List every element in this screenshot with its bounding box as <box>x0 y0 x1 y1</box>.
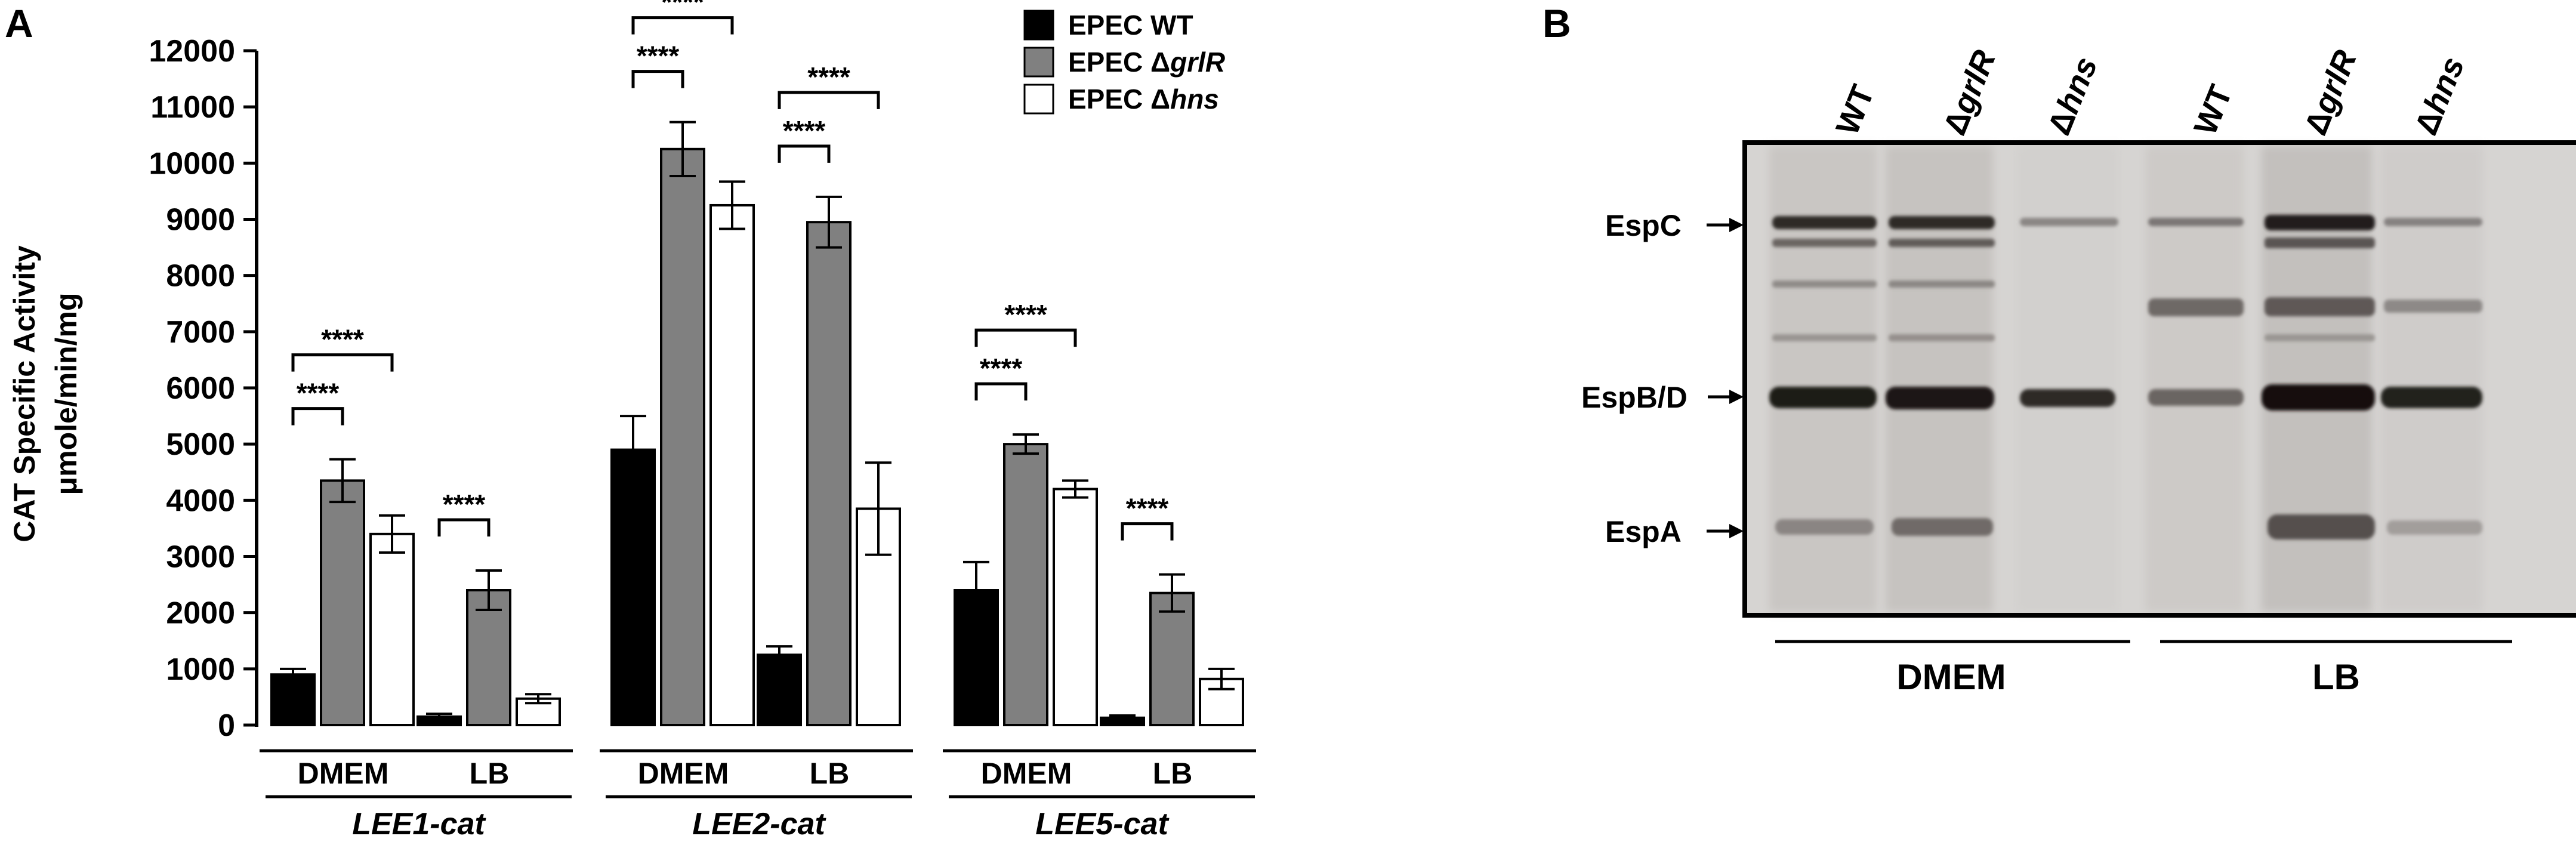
gel-frame <box>1742 140 2576 618</box>
marker-espc-arrow-icon <box>1729 218 1744 232</box>
marker-espbd-label: EspB/D <box>1581 381 1687 414</box>
bar <box>709 203 755 727</box>
legend: EPEC WT EPEC ΔgrlR EPEC Δhns <box>1023 10 1225 115</box>
gel-lane-label-4: WT <box>2187 80 2239 140</box>
gel-image <box>1745 143 2576 615</box>
significance-label: **** <box>443 489 486 520</box>
significance-bracket <box>1121 522 1174 541</box>
bar <box>806 221 852 727</box>
significance-label: **** <box>807 61 850 92</box>
group-label: LEE2-cat <box>692 807 826 841</box>
y-tick-label: 7000 <box>166 315 235 350</box>
significance-label: **** <box>980 353 1023 384</box>
marker-espa-arrow-icon <box>1729 524 1744 538</box>
bars-layer <box>270 121 1244 727</box>
bar <box>466 589 511 726</box>
significance-label: **** <box>1004 299 1047 330</box>
significance-bracket <box>291 407 344 425</box>
significance-label: **** <box>321 324 364 355</box>
significance-label: **** <box>1126 493 1169 524</box>
gel-markers: EspC EspB/D EspA <box>1581 209 1744 548</box>
condition-label: DMEM <box>298 757 389 790</box>
significance-bracket <box>778 144 831 163</box>
y-tick-label: 12000 <box>149 34 235 69</box>
legend-label-hns: EPEC Δhns <box>1068 84 1219 115</box>
y-tick-label: 1000 <box>166 652 235 687</box>
bar <box>610 448 656 726</box>
y-tick-label: 10000 <box>149 146 235 181</box>
gel-lane-label-5: ΔgrlR <box>2297 45 2364 140</box>
legend-swatch-grlr <box>1023 47 1054 78</box>
significance-bracket <box>631 16 734 35</box>
significance-bracket <box>974 382 1028 401</box>
legend-swatch-hns <box>1023 84 1054 115</box>
y-tick-label: 4000 <box>166 483 235 518</box>
significance-label: **** <box>783 115 826 146</box>
bar <box>660 147 705 726</box>
condition-label: DMEM <box>981 757 1072 790</box>
x-category-layer: DMEM LB LEE1-cat DMEM LB LEE2-cat DMEM LB LEE5-c… <box>260 749 1256 841</box>
gel-condition-label-lb: LB <box>2312 657 2360 697</box>
bar <box>1149 591 1195 726</box>
marker-espa-label: EspA <box>1605 515 1682 548</box>
y-tick-label: 5000 <box>166 427 235 462</box>
significance-label: **** <box>297 378 340 409</box>
y-axis-title-line1: CAT Specific Activity <box>8 245 41 542</box>
y-axis: 0 1000 2000 3000 4000 5000 6000 7000 8000 9000 100… <box>149 34 258 743</box>
bar <box>1003 443 1048 727</box>
bar <box>270 673 316 726</box>
significance-label: **** <box>637 41 680 72</box>
y-tick-label: 9000 <box>166 203 235 238</box>
condition-label: LB <box>470 757 510 790</box>
y-axis-title-line2: μmole/min/mg <box>50 293 83 495</box>
marker-espbd-arrow-icon <box>1729 390 1744 404</box>
y-tick-label: 2000 <box>166 596 235 631</box>
panel-b-letter: B <box>1542 1 1571 45</box>
gel-lane-label-6: Δhns <box>2408 52 2471 140</box>
y-tick-label: 6000 <box>166 371 235 406</box>
condition-label: LB <box>810 757 850 790</box>
legend-label-grlr: EPEC ΔgrlR <box>1068 47 1225 78</box>
gel-lane-label-1: WT <box>1829 80 1881 140</box>
condition-label: DMEM <box>638 757 729 790</box>
bar <box>757 653 802 726</box>
bar <box>1053 488 1098 726</box>
legend-label-wt: EPEC WT <box>1068 10 1193 41</box>
bar <box>369 532 415 726</box>
y-tick-label: 0 <box>218 708 235 743</box>
significance-label: **** <box>661 0 704 18</box>
significance-bracket <box>974 328 1077 347</box>
marker-espc-label: EspC <box>1605 209 1682 242</box>
significance-bracket <box>437 518 490 537</box>
y-tick-label: 11000 <box>150 90 235 125</box>
significance-bracket <box>778 91 880 109</box>
group-label: LEE5-cat <box>1035 807 1170 841</box>
gel-lane-label-3: Δhns <box>2041 52 2104 140</box>
bar <box>320 479 365 726</box>
gel-lane-labels: WT ΔgrlR Δhns WT ΔgrlR Δhns <box>1829 45 2471 140</box>
gel-lane-label-2: ΔgrlR <box>1936 45 2003 140</box>
panel-a-letter: A <box>5 1 33 45</box>
y-tick-label: 8000 <box>166 259 235 294</box>
group-label: LEE1-cat <box>352 807 486 841</box>
significance-layer: **** **** **** **** **** **** **** **** **** **** <box>291 0 1174 541</box>
y-tick-label: 3000 <box>166 540 235 575</box>
significance-bracket <box>631 70 684 88</box>
condition-label: LB <box>1153 757 1193 790</box>
significance-bracket <box>291 353 394 372</box>
gel-condition-label-dmem: DMEM <box>1896 657 2006 697</box>
legend-swatch-wt <box>1023 10 1054 41</box>
